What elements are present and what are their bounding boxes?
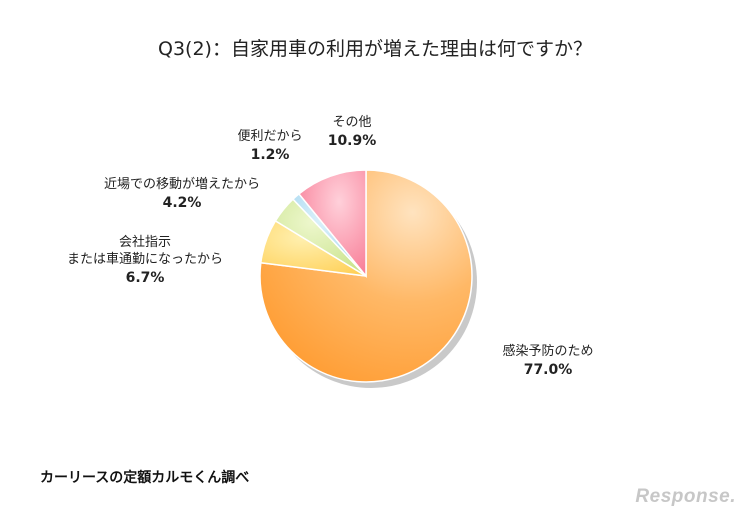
slice-value-label: 6.7% [126, 270, 165, 286]
slice-label-text: 感染予防のため [502, 343, 593, 359]
slice-label-text: 便利だから [237, 129, 302, 144]
slice-value-label: 1.2% [251, 147, 290, 163]
slice-value-label: 10.9% [328, 133, 377, 149]
source-note: カーリースの定額カルモくん調べ [40, 470, 250, 486]
slice-label-other: その他 10.9% [328, 115, 377, 149]
chart-title: Q3(2)：自家用車の利用が増えた理由は何ですか？ [158, 38, 592, 60]
slice-label-text: 近場での移動が増えたから [104, 177, 260, 192]
slice-label-text: その他 [332, 115, 371, 130]
slice-label-nearby: 近場での移動が増えたから 4.2% [104, 177, 260, 211]
slice-value-label: 4.2% [163, 195, 202, 211]
pie-slice-other [297, 169, 367, 279]
slice-label-text: または車通勤になったから [67, 252, 223, 267]
slice-label-text: 会社指示 [119, 234, 171, 250]
slice-label-convenient: 便利だから 1.2% [237, 129, 302, 163]
brand-logo: Response. [635, 486, 736, 507]
slice-value-label: 77.0% [524, 362, 573, 378]
slice-label-infection: 感染予防のため 77.0% [502, 343, 593, 378]
